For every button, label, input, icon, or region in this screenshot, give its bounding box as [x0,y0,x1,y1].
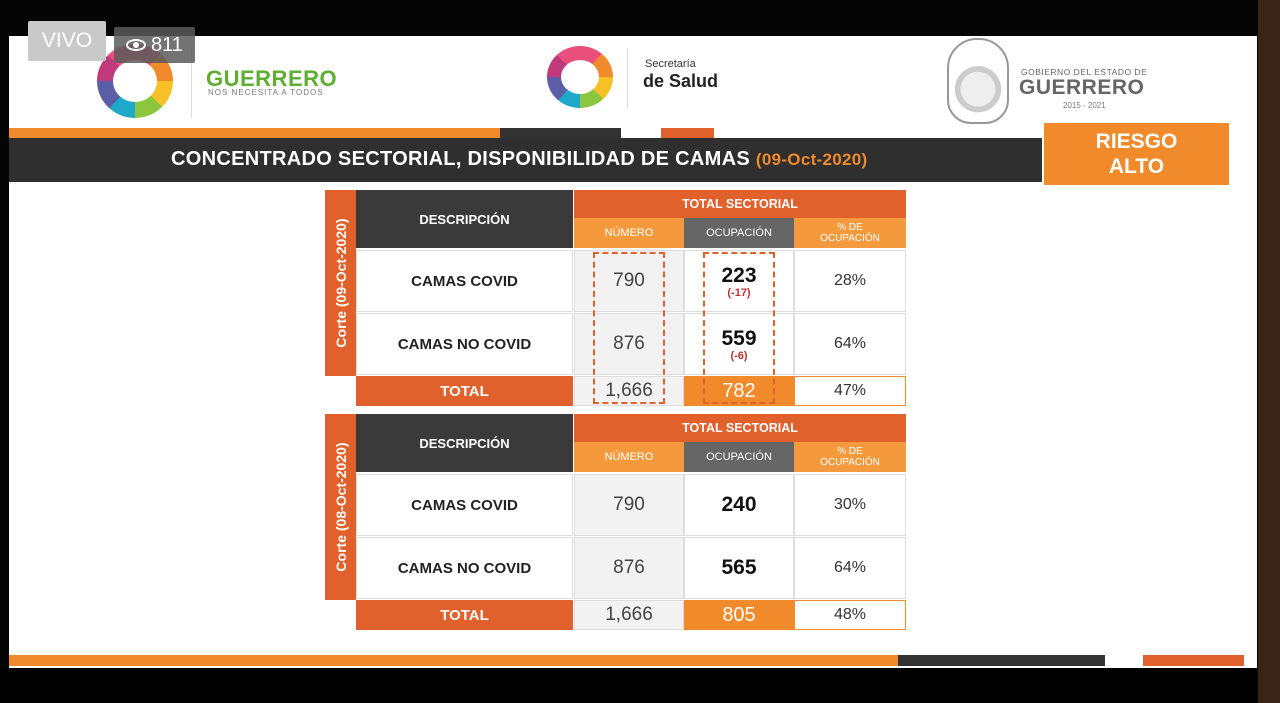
gobierno-line1: GOBIERNO DEL ESTADO DE [1021,67,1148,77]
ocupacion-covid: 223 (-17) [684,250,794,312]
title-bar [9,138,1042,182]
stripe-dark-bottom [898,655,1105,666]
ocupacion-covid: 240 [684,474,794,536]
header-total-sectorial: TOTAL SECTORIAL [574,414,906,442]
stripe-orange-bottom [9,655,898,666]
risk-line2: ALTO [1108,155,1165,178]
gobierno-years: 2015 - 2021 [1063,101,1106,110]
header-descripcion: DESCRIPCIÓN [356,414,573,472]
presentation-slide: GUERRERO NOS NECESITA A TODOS Secretaría… [9,36,1257,668]
header-descripcion: DESCRIPCIÓN [356,190,573,248]
video-bottom-bar [0,668,1258,703]
numero-covid: 790 [574,250,684,312]
total-pct: 47% [794,376,906,406]
numero-no-covid: 876 [574,537,684,599]
secretaria-ring-logo-icon [547,46,613,108]
total-label: TOTAL [356,600,573,630]
gobierno-line2: GUERRERO [1019,76,1145,99]
stripe-orange [9,128,500,138]
stripe-accent-bottom [1143,655,1244,666]
total-pct: 48% [794,600,906,630]
corte-label: Corte (08-Oct-2020) [325,414,356,600]
header-numero: NÚMERO [574,218,684,248]
header-pct-ocupacion: % DE OCUPACIÓN [794,442,906,472]
frame-edge [1258,0,1280,703]
secretaria-line1: Secretaría [645,58,696,70]
live-badge: VIVO [28,21,106,61]
pct-no-covid: 64% [794,313,906,375]
highlight-numero [593,252,665,404]
viewer-count: 811 [114,27,195,63]
row-label-covid: CAMAS COVID [356,250,573,312]
row-label-no-covid: CAMAS NO COVID [356,313,573,375]
title-main: CONCENTRADO SECTORIAL, DISPONIBILIDAD DE… [171,148,751,170]
header-pct-ocupacion: % DE OCUPACIÓN [794,218,906,248]
header-total-sectorial: TOTAL SECTORIAL [574,190,906,218]
total-numero: 1,666 [574,376,684,406]
title-date: (09-Oct-2020) [755,150,868,169]
pct-covid: 30% [794,474,906,536]
stripe-accent [661,128,714,138]
risk-badge: RIESGO ALTO [1044,123,1229,185]
highlight-ocupacion [703,252,775,404]
numero-covid: 790 [574,474,684,536]
state-crest-icon [947,38,1009,124]
risk-line1: RIESGO [1095,130,1178,153]
total-label: TOTAL [356,376,573,406]
viewer-count-value: 811 [151,33,183,56]
corte-label: Corte (09-Oct-2020) [325,190,356,376]
beds-table-current: Corte (09-Oct-2020) DESCRIPCIÓN TOTAL SE… [325,190,906,406]
row-label-no-covid: CAMAS NO COVID [356,537,573,599]
delta-no-covid: (-6) [730,349,748,362]
stripe-dark [500,128,621,138]
total-ocupacion: 805 [684,600,794,630]
guerrero-logo-text: GUERRERO [206,66,338,91]
header-divider [627,48,628,108]
secretaria-line2: de Salud [643,71,719,91]
header-ocupacion: OCUPACIÓN [684,442,794,472]
page-title: CONCENTRADO SECTORIAL, DISPONIBILIDAD DE… [171,148,868,171]
numero-no-covid: 876 [574,313,684,375]
header-divider [191,46,192,118]
pct-no-covid: 64% [794,537,906,599]
total-ocupacion: 782 [684,376,794,406]
pct-covid: 28% [794,250,906,312]
total-numero: 1,666 [574,600,684,630]
ocupacion-no-covid: 559 (-6) [684,313,794,375]
ocupacion-no-covid: 565 [684,537,794,599]
header-ocupacion: OCUPACIÓN [684,218,794,248]
beds-table-previous: Corte (08-Oct-2020) DESCRIPCIÓN TOTAL SE… [325,414,906,630]
guerrero-tagline: NOS NECESITA A TODOS [208,88,324,97]
eye-icon [126,39,147,51]
row-label-covid: CAMAS COVID [356,474,573,536]
header-numero: NÚMERO [574,442,684,472]
delta-covid: (-17) [727,286,751,299]
